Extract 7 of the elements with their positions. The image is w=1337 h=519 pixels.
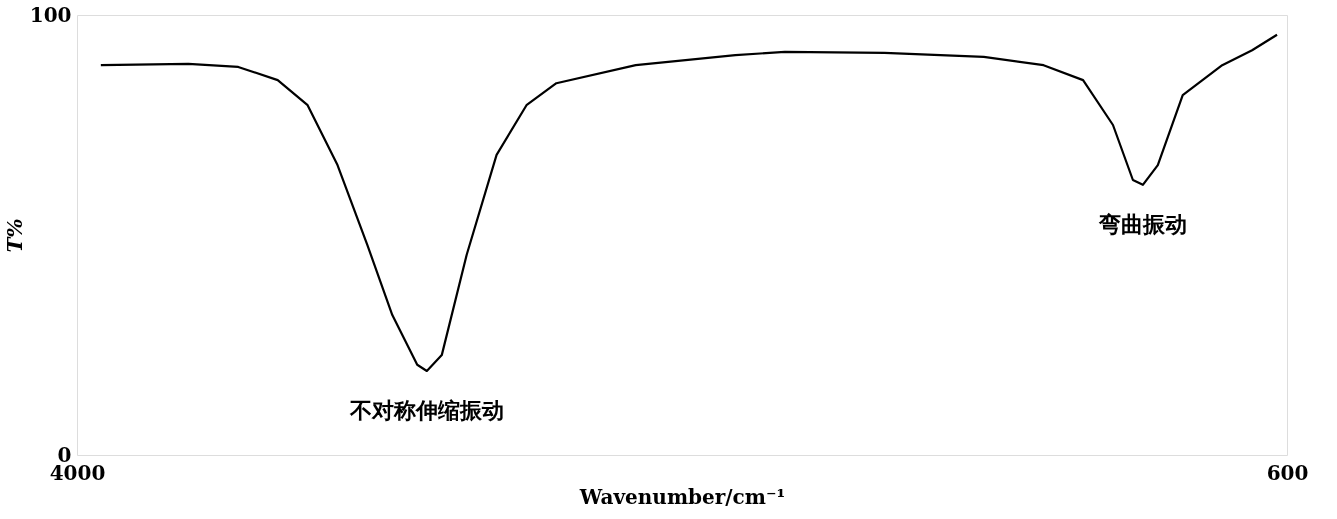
annotation: 弯曲振动 <box>1097 211 1187 237</box>
line-series <box>99 33 1279 373</box>
annotation: 不对称伸缩振动 <box>348 397 504 423</box>
x-tick-label: 600 <box>1266 460 1309 485</box>
y-axis-title: T% <box>2 218 27 253</box>
y-tick-label: 100 <box>29 2 72 27</box>
x-axis-title: Wavenumber/cm⁻¹ <box>578 484 786 509</box>
